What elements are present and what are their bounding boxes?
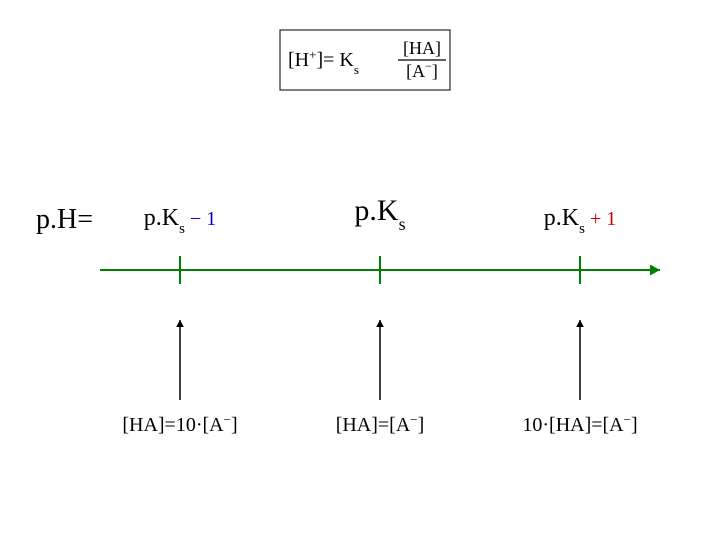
equation-denominator: [A−] xyxy=(406,59,438,81)
pks-plus-1-label: p.Ks + 1 xyxy=(544,205,616,237)
bottom-label-0: [HA]=10·[A−] xyxy=(122,412,237,437)
pks-label: p.Ks xyxy=(354,194,405,234)
number-line xyxy=(100,256,660,284)
equation-lhs: [H+]= Ks xyxy=(288,47,359,77)
equation-numerator: [HA] xyxy=(403,38,441,58)
bottom-label-1: [HA]=[A−] xyxy=(336,412,425,437)
connector-arrow-2 xyxy=(576,320,584,400)
bottom-label-2: 10·[HA]=[A−] xyxy=(522,412,637,437)
connector-arrow-1 xyxy=(376,320,384,400)
pks-minus-1-label: p.Ks − 1 xyxy=(144,205,216,237)
ph-equals-label: p.H= xyxy=(36,204,93,235)
connector-arrow-0 xyxy=(176,320,184,400)
